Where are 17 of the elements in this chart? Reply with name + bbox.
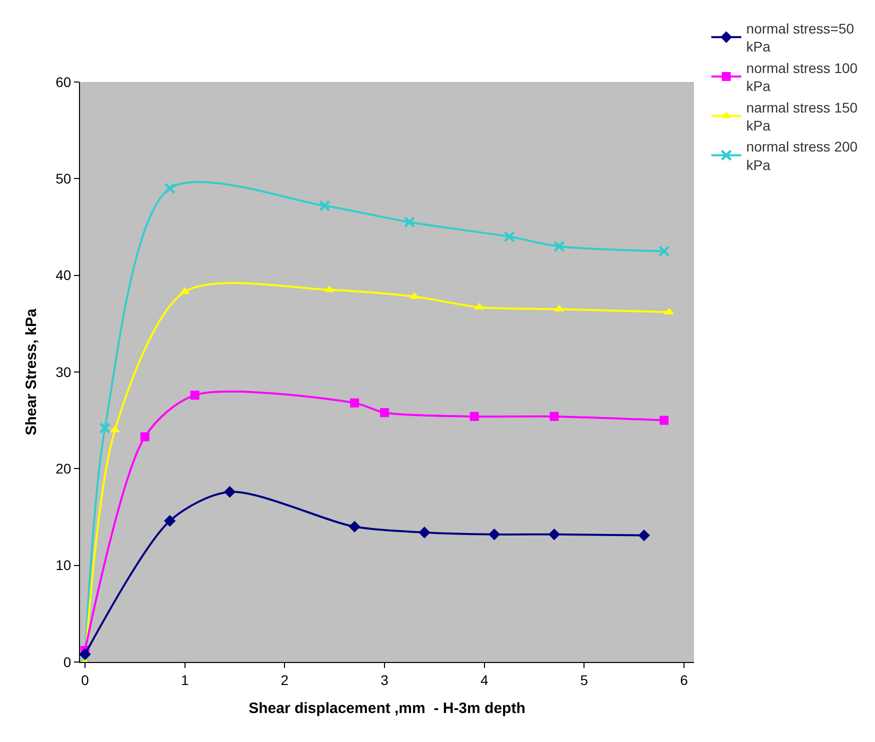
y-tick-label: 60 (56, 74, 72, 90)
x-tick-label: 1 (180, 672, 189, 688)
x-tick-label: 0 (81, 672, 90, 688)
legend-label: normal stress 200 kPa (746, 138, 858, 173)
x-tick-label: 3 (380, 672, 389, 688)
x-axis-title: Shear displacement ,mm - H-3m depth (248, 700, 526, 717)
y-tick-label: 0 (63, 654, 72, 670)
y-axis-title: Shear Stress, kPa (22, 308, 40, 436)
y-tick-label: 20 (56, 460, 72, 477)
y-tick-label: 50 (56, 170, 72, 187)
x-tick-label: 2 (280, 672, 289, 688)
x-tick-label: 6 (680, 672, 688, 688)
y-tick-label: 30 (56, 364, 72, 380)
x-tick-label: 5 (580, 672, 588, 688)
y-tick-label: 10 (56, 557, 72, 574)
x-tick-label: 4 (480, 672, 488, 688)
y-tick-label: 40 (56, 267, 72, 284)
